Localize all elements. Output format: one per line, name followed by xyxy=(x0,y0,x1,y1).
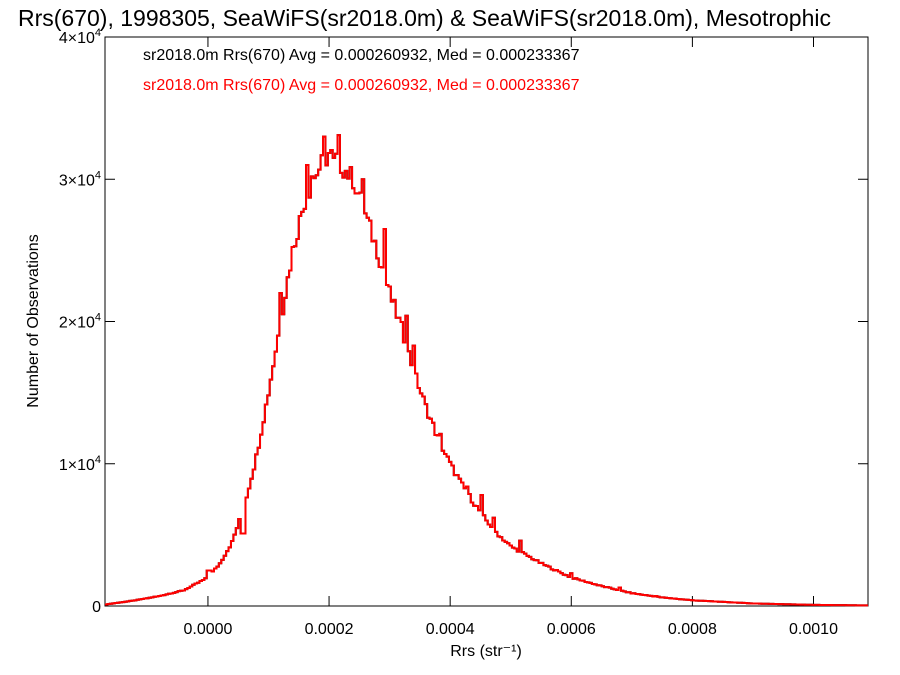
x-tick-label-2: 0.0004 xyxy=(426,621,475,638)
x-tick-label-1: 0.0002 xyxy=(305,621,354,638)
x-tick-label-0: 0.0000 xyxy=(183,621,232,638)
y-tick-label-0: 0 xyxy=(92,599,101,616)
x-tick-label-4: 0.0008 xyxy=(668,621,717,638)
x-axis-label: Rrs (str⁻¹) xyxy=(450,643,522,660)
y-axis-label: Number of Observations xyxy=(25,234,42,407)
legend-entry-red: sr2018.0m Rrs(670) Avg = 0.000260932, Me… xyxy=(143,77,580,94)
histogram-series-red xyxy=(105,134,868,607)
x-tick-label-5: 0.0010 xyxy=(789,621,838,638)
x-axis-label-text: Rrs (str⁻¹) xyxy=(450,643,522,660)
y-tick-label-3: 3×104 xyxy=(59,169,101,189)
x-axis-ticks: 0.0000 0.0002 0.0004 0.0006 0.0008 0.0010 xyxy=(183,37,838,638)
histogram-series-black xyxy=(105,134,868,607)
y-tick-label-4: 4×104 xyxy=(59,27,101,47)
y-tick-label-2: 2×104 xyxy=(59,312,101,332)
y-tick-label-1: 1×104 xyxy=(59,454,101,474)
chart-title: Rrs(670), 1998305, SeaWiFS(sr2018.0m) & … xyxy=(18,5,831,31)
x-tick-label-3: 0.0006 xyxy=(547,621,596,638)
legend-entry-black: sr2018.0m Rrs(670) Avg = 0.000260932, Me… xyxy=(143,47,580,64)
y-axis-ticks: 0 1×104 2×104 3×104 4×104 xyxy=(59,27,868,616)
